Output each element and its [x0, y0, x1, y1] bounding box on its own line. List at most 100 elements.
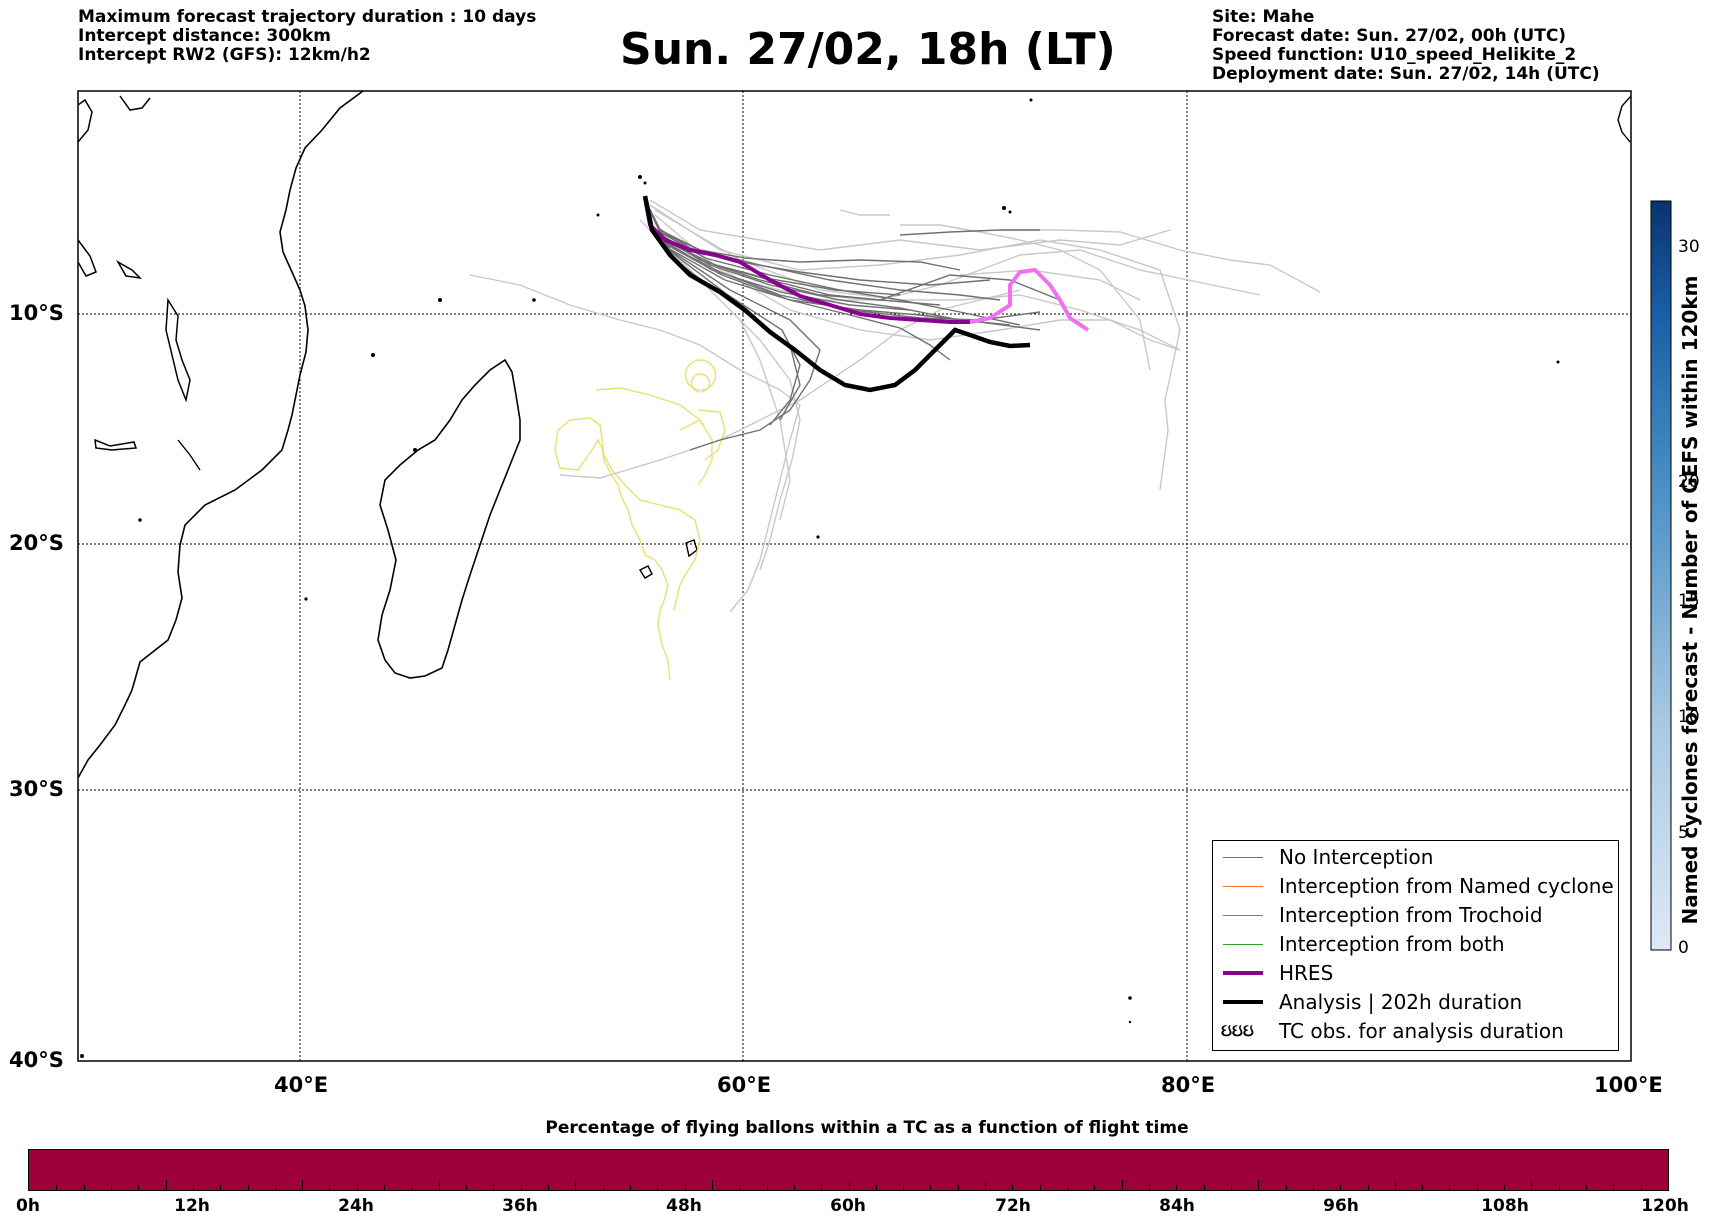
header-line-intercept-rw2: Intercept RW2 (GFS): 12km/h2: [78, 45, 371, 65]
header-line-forecast-date: Forecast date: Sun. 27/02, 00h (UTC): [1212, 26, 1567, 46]
map-frame: [77, 90, 1632, 1062]
time-bar-minor-tick: [548, 1185, 550, 1190]
time-bar-minor-tick: [575, 1180, 577, 1190]
time-bar-minor-tick: [1613, 1185, 1615, 1190]
time-bar-minor-tick: [110, 1185, 112, 1190]
lat-label-20s: 20°S: [9, 531, 64, 555]
time-bar-minor-tick: [875, 1185, 877, 1190]
header-line-intercept-distance: Intercept distance: 300km: [78, 26, 331, 46]
time-bar-minor-tick: [56, 1185, 58, 1190]
lat-label-30s: 30°S: [9, 777, 64, 801]
lake-outline-3: [115, 259, 143, 280]
lon-label-80e: 80°E: [1161, 1073, 1216, 1097]
time-bar-minor-tick: [247, 1185, 249, 1190]
colorbar-tick-30: 30: [1678, 237, 1700, 257]
legend-item-both: Interception from both: [1221, 932, 1505, 956]
tc-obs-track: [554, 359, 726, 681]
time-bar-minor-tick: [821, 1185, 823, 1190]
time-bar-minor-tick: [629, 1185, 631, 1190]
time-bar-minor-tick: [793, 1185, 795, 1190]
time-bar-minor-tick: [83, 1185, 85, 1190]
header-line-speed-function: Speed function: U10_speed_Helikite_2: [1212, 45, 1577, 65]
time-bar-tick-12h: 12h: [174, 1196, 210, 1216]
time-bar-minor-tick: [1394, 1180, 1396, 1190]
time-bar-minor-tick: [739, 1185, 741, 1190]
colorbar-tick-5: 5: [1678, 823, 1689, 843]
analysis-track: [642, 195, 1031, 393]
time-bar-minor-tick: [1285, 1185, 1287, 1190]
header-line-duration: Maximum forecast trajectory duration : 1…: [78, 7, 537, 27]
lake-outline: [165, 297, 191, 403]
time-bar-minor-tick: [520, 1185, 522, 1190]
time-bar-tick-108h: 108h: [1481, 1196, 1529, 1216]
time-bar-minor-tick: [903, 1185, 905, 1190]
page-title: Sun. 27/02, 18h (LT): [620, 24, 1116, 75]
time-bar-minor-tick: [1148, 1185, 1150, 1190]
time-bar-minor-tick: [1476, 1185, 1478, 1190]
trajectories-light: [469, 199, 1321, 613]
north-east-coast: [1617, 95, 1631, 143]
lake-outline-4: [94, 438, 138, 451]
time-bar-minor-tick: [930, 1185, 932, 1190]
time-bar-minor-tick: [384, 1185, 386, 1190]
time-bar-tick-84h: 84h: [1159, 1196, 1195, 1216]
time-bar-minor-tick: [848, 1180, 850, 1190]
time-bar-tick-0h: 0h: [16, 1196, 40, 1216]
legend-item-named-cyclone: Interception from Named cyclone: [1221, 874, 1614, 898]
time-bar-tick-24h: 24h: [338, 1196, 374, 1216]
time-bar-minor-tick: [985, 1180, 987, 1190]
time-bar-minor-tick: [329, 1185, 331, 1190]
legend-item-hres: HRES: [1221, 961, 1333, 985]
time-bar-tick-72h: 72h: [995, 1196, 1031, 1216]
time-bar-tick-48h: 48h: [666, 1196, 702, 1216]
time-bar-minor-tick: [1531, 1180, 1533, 1190]
legend-item-trochoid: Interception from Trochoid: [1221, 903, 1543, 927]
time-bar-minor-tick: [493, 1185, 495, 1190]
lon-label-60e: 60°E: [717, 1073, 772, 1097]
colorbar-tick-20: 20: [1678, 472, 1700, 492]
time-bar-tick-96h: 96h: [1323, 1196, 1359, 1216]
time-bar-title: Percentage of flying ballons within a TC…: [545, 1118, 1189, 1138]
time-bar-minor-tick: [1340, 1185, 1342, 1190]
time-bar-minor-tick: [302, 1180, 304, 1190]
time-bar-minor-tick: [274, 1185, 276, 1190]
lat-label-10s: 10°S: [9, 301, 64, 325]
madagascar-coastline: [377, 358, 521, 679]
time-bar-minor-tick: [356, 1185, 358, 1190]
colorbar-tick-10: 10: [1678, 707, 1700, 727]
time-bar-minor-tick: [1121, 1180, 1123, 1190]
time-bar-minor-tick: [1558, 1185, 1560, 1190]
time-bar-minor-tick: [1176, 1185, 1178, 1190]
africa-coastline: [78, 91, 364, 779]
time-bar-minor-tick: [1039, 1185, 1041, 1190]
time-bar-minor-tick: [1422, 1185, 1424, 1190]
time-bar-minor-tick: [711, 1180, 713, 1190]
lat-label-40s: 40°S: [9, 1048, 64, 1072]
zambezi-line: [177, 439, 201, 471]
time-bar-tick-36h: 36h: [502, 1196, 538, 1216]
time-bar-minor-tick: [957, 1185, 959, 1190]
time-bar-minor-tick: [1504, 1185, 1506, 1190]
time-bar-minor-tick: [684, 1185, 686, 1190]
legend-item-analysis: Analysis | 202h duration: [1221, 990, 1522, 1014]
time-bar-tick-120h: 120h: [1641, 1196, 1689, 1216]
time-bar-minor-tick: [466, 1185, 468, 1190]
time-bar-minor-tick: [1258, 1180, 1260, 1190]
time-bar-minor-tick: [657, 1185, 659, 1190]
time-bar-minor-tick: [1449, 1185, 1451, 1190]
time-bar-minor-tick: [1094, 1185, 1096, 1190]
lon-label-100e: 100°E: [1594, 1073, 1663, 1097]
small-islands: [80, 98, 1560, 1058]
time-bar-minor-tick: [165, 1180, 167, 1190]
colorbar-tick-15: 15: [1678, 591, 1700, 611]
time-bar-minor-tick: [138, 1185, 140, 1190]
reunion-island: [638, 565, 653, 579]
time-bar-minor-tick: [438, 1180, 440, 1190]
header-line-site: Site: Mahe: [1212, 7, 1315, 27]
time-bar-minor-tick: [1067, 1185, 1069, 1190]
time-bar: [28, 1149, 1669, 1191]
time-bar-minor-tick: [192, 1185, 194, 1190]
header-line-deployment-date: Deployment date: Sun. 27/02, 14h (UTC): [1212, 64, 1600, 84]
time-bar-minor-tick: [1012, 1185, 1014, 1190]
time-bar-minor-tick: [1203, 1185, 1205, 1190]
